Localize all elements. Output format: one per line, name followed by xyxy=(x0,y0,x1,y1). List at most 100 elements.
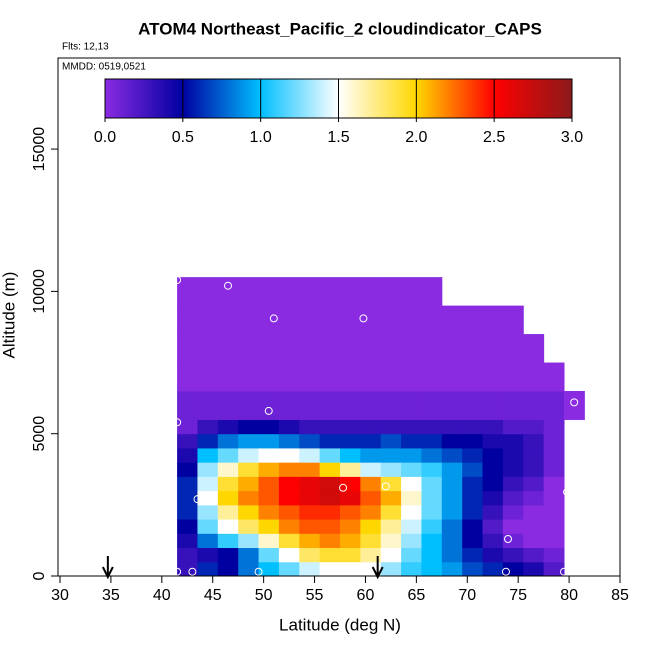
heatmap-cell xyxy=(197,533,219,549)
heatmap-cell xyxy=(258,476,280,492)
heatmap-cell xyxy=(380,519,402,534)
heatmap-cell xyxy=(319,561,341,577)
heatmap-cell xyxy=(340,362,361,392)
heatmap-cell xyxy=(217,419,239,435)
heatmap-cell xyxy=(380,447,402,463)
heatmap-cell xyxy=(258,305,280,335)
heatmap-cell xyxy=(482,391,504,420)
overlay: 30 35 40 45 50 55 60 65 70 75 80 85 0 5000 10000 15000 0… xyxy=(31,57,629,604)
heatmap-cell xyxy=(462,462,484,477)
heatmap-cell xyxy=(177,476,198,492)
heatmap-cell xyxy=(401,533,422,549)
heatmap-cell xyxy=(177,277,198,307)
heatmap-cell xyxy=(502,391,524,420)
flight-point xyxy=(339,483,348,492)
heatmap-cell xyxy=(380,419,402,435)
heatmap-cell xyxy=(258,433,280,449)
heatmap-cell xyxy=(177,334,198,364)
heatmap-cell xyxy=(238,334,260,364)
heatmap-cell xyxy=(238,433,260,449)
heatmap-cell xyxy=(523,334,545,364)
heatmap-cell xyxy=(380,462,402,477)
heatmap-cell xyxy=(401,462,422,477)
heatmap-cell xyxy=(523,519,545,534)
heatmap-cell xyxy=(340,504,361,520)
heatmap-cell xyxy=(462,504,484,520)
heatmap-cell xyxy=(278,519,300,534)
heatmap-cell xyxy=(217,362,239,392)
flight-point xyxy=(461,267,470,276)
heatmap-cell xyxy=(299,547,321,563)
heatmap-cell xyxy=(319,334,341,364)
flight-point xyxy=(254,567,263,576)
heatmap-cell xyxy=(360,419,382,435)
heatmap-cell xyxy=(462,561,484,577)
heatmap-cell xyxy=(319,519,341,534)
heatmap-cell xyxy=(441,476,463,492)
heatmap-cell xyxy=(278,433,300,449)
heatmap-cell xyxy=(502,433,524,449)
heatmap-cell xyxy=(340,419,361,435)
heatmap-cell xyxy=(360,504,382,520)
heatmap-cell xyxy=(482,362,504,392)
heatmap-cell xyxy=(278,277,300,307)
heatmap-cell xyxy=(441,561,463,577)
heatmap-cell xyxy=(441,504,463,520)
heatmap-cell xyxy=(543,476,565,492)
heatmap-cell xyxy=(421,391,443,420)
heatmap-cell xyxy=(441,334,463,364)
heatmap-cell xyxy=(543,547,565,563)
heatmap-cell xyxy=(340,277,361,307)
heatmap-cell xyxy=(217,490,239,506)
x-tick-label: 80 xyxy=(560,587,578,604)
heatmap-cell xyxy=(441,547,463,563)
heatmap-cell xyxy=(217,433,239,449)
heatmap-cell xyxy=(543,419,565,435)
x-axis-label: Latitude (deg N) xyxy=(279,615,401,634)
heatmap-cell xyxy=(360,519,382,534)
heatmap-cell xyxy=(482,533,504,549)
heatmap-cell xyxy=(197,504,219,520)
flight-point xyxy=(193,495,202,504)
heatmap-cell xyxy=(462,305,484,335)
heatmap-cell xyxy=(299,447,321,463)
heatmap-cell xyxy=(421,462,443,477)
heatmap-cell xyxy=(462,547,484,563)
heatmap-cell xyxy=(278,533,300,549)
heatmap-cell xyxy=(278,504,300,520)
flight-point xyxy=(224,281,232,290)
heatmap-cell xyxy=(278,362,300,392)
colorbar-tick-label: 0.5 xyxy=(172,129,194,146)
heatmap-cell xyxy=(523,490,545,506)
heatmap-cell xyxy=(421,433,443,449)
heatmap-cell xyxy=(238,533,260,549)
heatmap-cell xyxy=(177,462,198,477)
heatmap-cell xyxy=(278,391,300,420)
flight-point xyxy=(501,567,510,576)
heatmap-cell xyxy=(299,277,321,307)
heatmap-cell xyxy=(258,277,280,307)
heatmap-cell xyxy=(482,334,504,364)
flight-point xyxy=(173,418,182,427)
heatmap-cell xyxy=(217,334,239,364)
heatmap-cell xyxy=(482,433,504,449)
heatmap-cell xyxy=(319,490,341,506)
heatmap-cell xyxy=(482,561,504,577)
heatmap-cell xyxy=(299,305,321,335)
heatmap-cell xyxy=(177,447,198,463)
flight-point xyxy=(560,567,568,576)
heatmap-cell xyxy=(502,419,524,435)
flight-point xyxy=(532,320,541,329)
heatmap-cell xyxy=(543,490,565,506)
heatmap-cell xyxy=(217,462,239,477)
heatmap-cell xyxy=(278,447,300,463)
heatmap-cell xyxy=(299,362,321,392)
heatmap-cell xyxy=(258,561,280,577)
heatmap-cell xyxy=(462,447,484,463)
heatmap-cell xyxy=(421,561,443,577)
heatmap-cell xyxy=(441,519,463,534)
flight-point xyxy=(563,488,572,497)
heatmap-cell xyxy=(462,490,484,506)
heatmap-cell xyxy=(502,490,524,506)
heatmap-cell xyxy=(177,504,198,520)
